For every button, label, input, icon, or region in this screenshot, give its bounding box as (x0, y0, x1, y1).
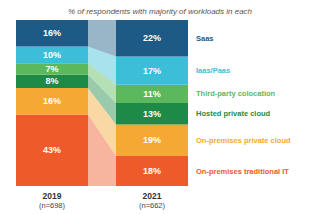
svg-text:17%: 17% (143, 66, 161, 76)
svg-text:% of respondents with majority: % of respondents with majority of worklo… (68, 7, 253, 16)
svg-text:Saas: Saas (196, 34, 214, 43)
svg-text:Iaas/Paas: Iaas/Paas (196, 66, 230, 75)
svg-text:11%: 11% (143, 89, 161, 99)
svg-text:2021: 2021 (143, 191, 162, 201)
svg-text:18%: 18% (143, 166, 161, 176)
svg-text:13%: 13% (143, 109, 161, 119)
svg-text:Hosted private cloud: Hosted private cloud (196, 109, 271, 118)
svg-text:Third-party colocation: Third-party colocation (196, 89, 276, 98)
svg-text:10%: 10% (43, 50, 61, 60)
svg-text:(n=698): (n=698) (39, 201, 66, 210)
svg-text:(n=662): (n=662) (139, 201, 166, 210)
svg-text:On-premises traditional IT: On-premises traditional IT (196, 167, 289, 176)
svg-text:2019: 2019 (43, 191, 62, 201)
svg-text:On-premises private cloud: On-premises private cloud (196, 136, 291, 145)
svg-text:19%: 19% (143, 135, 161, 145)
svg-text:16%: 16% (43, 28, 61, 38)
svg-text:8%: 8% (45, 76, 58, 86)
svg-text:22%: 22% (143, 33, 161, 43)
svg-text:43%: 43% (43, 145, 61, 155)
svg-text:7%: 7% (45, 64, 58, 74)
svg-text:16%: 16% (43, 96, 61, 106)
